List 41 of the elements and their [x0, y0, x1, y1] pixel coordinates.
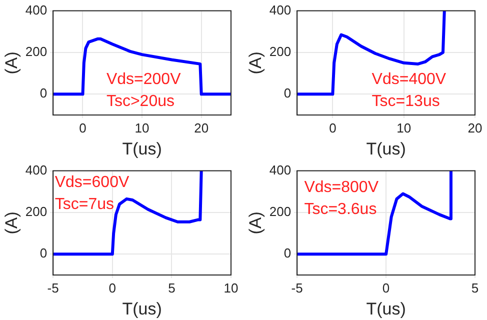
x-tick-label: 10: [134, 120, 150, 136]
y-tick-label: 0: [284, 86, 292, 101]
x-tick-label: 10: [224, 280, 238, 296]
annotation: Tsc=13us: [372, 92, 441, 112]
y-axis-title: (A): [2, 52, 21, 74]
y-tick-label: 400: [25, 2, 48, 18]
x-tick-label: 0: [79, 120, 86, 136]
y-axis-title: (A): [246, 52, 265, 74]
x-axis-title: T(us): [122, 139, 162, 158]
x-tick-label: 5: [168, 280, 176, 296]
y-tick-label: 400: [25, 162, 48, 178]
x-tick-label: 20: [468, 120, 482, 136]
x-tick-label: -5: [291, 280, 303, 296]
x-tick-label: 5: [471, 280, 479, 296]
x-tick-label: 0: [108, 280, 116, 296]
x-tick-label: 10: [396, 120, 412, 136]
annotation: Vds=800V: [304, 178, 378, 198]
y-tick-label: 0: [284, 246, 292, 261]
annotation: Vds=400V: [372, 70, 446, 90]
y-tick-label: 200: [269, 204, 292, 220]
annotation: Vds=200V: [106, 70, 181, 90]
x-tick-label: -5: [47, 280, 59, 296]
y-tick-label: 200: [25, 44, 48, 60]
x-tick-label: 0: [382, 280, 390, 296]
x-tick-label: 0: [329, 120, 336, 136]
x-axis-title: T(us): [366, 139, 406, 158]
annotation: Tsc=3.6us: [304, 200, 378, 220]
y-tick-label: 0: [40, 86, 48, 101]
annotation: Tsc=7us: [54, 194, 115, 215]
y-tick-label: 200: [25, 204, 48, 220]
y-tick-label: 200: [269, 44, 292, 60]
annotation: Tsc>20us: [106, 92, 176, 112]
y-axis-title: (A): [2, 212, 21, 234]
x-axis-title: T(us): [122, 299, 162, 318]
y-tick-label: 400: [269, 2, 292, 18]
y-tick-label: 0: [40, 246, 48, 261]
y-tick-label: 400: [269, 162, 292, 178]
x-axis-title: T(us): [366, 299, 406, 318]
x-tick-label: 20: [194, 120, 209, 136]
y-axis-title: (A): [246, 212, 265, 234]
annotation: Vds=600V: [54, 172, 130, 193]
